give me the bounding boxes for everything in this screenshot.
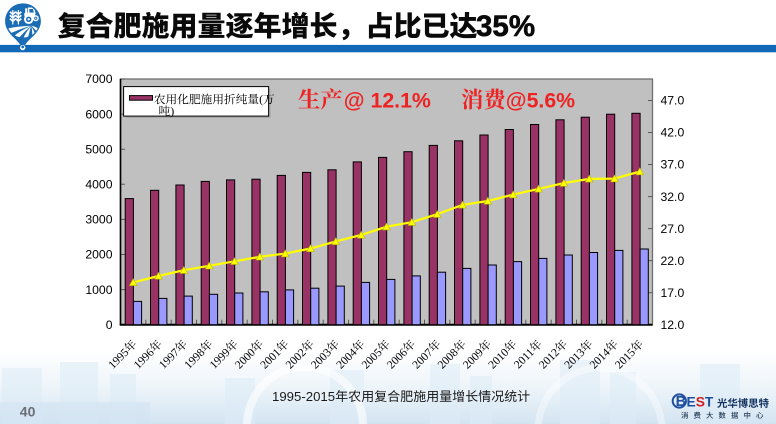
svg-text:47.0: 47.0	[661, 94, 685, 108]
svg-text:): )	[170, 104, 174, 118]
svg-text:1000: 1000	[85, 283, 112, 297]
svg-text:1995-2015: 1995-2015	[272, 389, 335, 404]
svg-text:40: 40	[20, 404, 36, 420]
svg-text:32.0: 32.0	[661, 190, 685, 204]
svg-text:22.0: 22.0	[661, 254, 685, 268]
svg-text:B: B	[676, 394, 686, 410]
svg-text:35%: 35%	[476, 10, 535, 43]
svg-text:42.0: 42.0	[661, 126, 685, 140]
svg-text:@ 12.1%: @ 12.1%	[344, 89, 431, 113]
svg-text:(: (	[259, 92, 263, 106]
svg-text:EST: EST	[687, 394, 714, 409]
svg-text:7000: 7000	[85, 72, 112, 86]
svg-text:5000: 5000	[85, 142, 112, 156]
svg-text:12.0: 12.0	[661, 318, 685, 332]
svg-text:0: 0	[106, 318, 113, 332]
svg-text:6000: 6000	[85, 107, 112, 121]
svg-text:37.0: 37.0	[661, 158, 685, 172]
svg-text:17.0: 17.0	[661, 286, 685, 300]
svg-text:2000: 2000	[85, 248, 112, 262]
svg-text:27.0: 27.0	[661, 222, 685, 236]
svg-text:3000: 3000	[85, 213, 112, 227]
svg-text:4000: 4000	[85, 178, 112, 192]
svg-text:@5.6%: @5.6%	[506, 89, 575, 113]
